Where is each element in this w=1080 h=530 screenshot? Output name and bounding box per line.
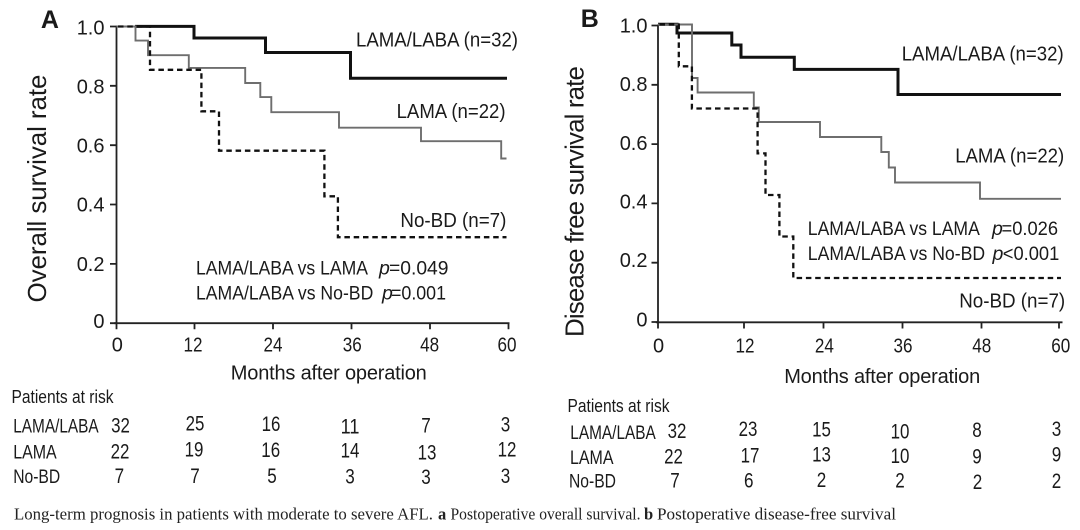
svg-text:LAMA/LABA vs No-BD: LAMA/LABA vs No-BD: [196, 283, 373, 305]
svg-text:0: 0: [112, 335, 123, 357]
svg-text:22: 22: [664, 446, 683, 469]
svg-text:LAMA/LABA vs LAMA: LAMA/LABA vs LAMA: [808, 218, 980, 240]
svg-text:60: 60: [1051, 336, 1070, 358]
svg-text:A: A: [41, 6, 59, 34]
svg-text:36: 36: [894, 336, 913, 358]
svg-text:32: 32: [111, 415, 130, 438]
svg-text:=0.049: =0.049: [389, 258, 449, 280]
svg-text:Overall survival rate: Overall survival rate: [22, 75, 52, 303]
svg-text:36: 36: [343, 335, 362, 357]
svg-text:0.4: 0.4: [620, 192, 648, 214]
svg-text:60: 60: [498, 335, 517, 357]
svg-text:LAMA (n=22): LAMA (n=22): [397, 101, 506, 123]
svg-text:23: 23: [739, 418, 758, 441]
svg-text:LAMA: LAMA: [570, 448, 614, 469]
svg-text:9: 9: [972, 446, 982, 469]
svg-text:8: 8: [972, 419, 982, 442]
svg-text:0.2: 0.2: [77, 254, 105, 276]
svg-text:3: 3: [501, 414, 511, 437]
svg-text:1.0: 1.0: [77, 17, 105, 39]
svg-text:3: 3: [501, 465, 511, 488]
svg-text:2: 2: [1052, 470, 1062, 493]
svg-text:0.4: 0.4: [77, 195, 105, 217]
svg-text:22: 22: [111, 441, 130, 464]
svg-text:17: 17: [741, 445, 760, 468]
svg-text:No-BD: No-BD: [569, 472, 616, 493]
svg-text:LAMA/LABA (n=32): LAMA/LABA (n=32): [902, 44, 1064, 66]
svg-text:No-BD (n=7): No-BD (n=7): [400, 210, 506, 232]
svg-text:2: 2: [973, 471, 983, 494]
svg-text:p: p: [378, 258, 390, 280]
svg-text:No-BD (n=7): No-BD (n=7): [959, 291, 1065, 313]
svg-text:24: 24: [264, 335, 283, 357]
svg-text:0.8: 0.8: [77, 76, 105, 98]
svg-text:16: 16: [261, 439, 280, 462]
svg-text:19: 19: [185, 439, 204, 462]
svg-text:LAMA/LABA: LAMA/LABA: [570, 423, 656, 444]
svg-text:5: 5: [267, 465, 277, 488]
svg-text:Months after operation: Months after operation: [784, 366, 980, 388]
svg-text:=0.026: =0.026: [1002, 218, 1059, 240]
svg-text:10: 10: [891, 421, 910, 444]
svg-text:48: 48: [972, 336, 991, 358]
svg-text:7: 7: [115, 465, 125, 488]
svg-text:7: 7: [190, 465, 200, 488]
svg-text:2: 2: [817, 469, 827, 492]
svg-text:25: 25: [186, 413, 205, 436]
svg-text:14: 14: [341, 440, 360, 463]
svg-text:3: 3: [345, 466, 355, 489]
svg-text:0.2: 0.2: [620, 250, 648, 272]
svg-text:Postoperative overall survival: Postoperative overall survival.: [451, 505, 641, 524]
svg-text:12: 12: [498, 439, 517, 462]
svg-text:7: 7: [421, 415, 431, 438]
svg-text:0: 0: [93, 311, 104, 333]
svg-text:0.8: 0.8: [620, 74, 648, 96]
svg-text:0: 0: [653, 336, 664, 358]
svg-text:12: 12: [736, 336, 755, 358]
svg-text:0: 0: [636, 310, 647, 332]
svg-text:LAMA (n=22): LAMA (n=22): [955, 145, 1064, 167]
svg-text:1.0: 1.0: [620, 16, 648, 38]
svg-text:No-BD: No-BD: [13, 467, 60, 488]
svg-text:0.6: 0.6: [620, 133, 648, 155]
svg-text:10: 10: [891, 445, 910, 468]
svg-text:13: 13: [418, 442, 437, 465]
svg-text:Postoperative disease-free sur: Postoperative disease-free survival: [657, 505, 896, 524]
svg-text:2: 2: [895, 470, 905, 493]
svg-text:b: b: [644, 505, 653, 524]
svg-text:0.6: 0.6: [77, 136, 105, 158]
svg-text:a: a: [438, 505, 446, 524]
svg-text:24: 24: [815, 336, 834, 358]
svg-text:7: 7: [670, 470, 680, 493]
svg-text:12: 12: [184, 335, 203, 357]
svg-text:p: p: [381, 283, 393, 305]
svg-text:9: 9: [1052, 444, 1062, 467]
svg-text:Months after operation: Months after operation: [231, 363, 427, 385]
svg-text:=0.001: =0.001: [391, 283, 446, 305]
svg-text:Disease free survival rate: Disease free survival rate: [559, 66, 589, 337]
svg-text:48: 48: [420, 335, 439, 357]
svg-text:3: 3: [1052, 418, 1062, 441]
svg-text:B: B: [581, 5, 599, 33]
svg-text:Long-term prognosis in patient: Long-term prognosis in patients with mod…: [14, 505, 433, 524]
svg-text:6: 6: [744, 470, 754, 493]
svg-text:13: 13: [812, 444, 831, 467]
svg-text:Patients at risk: Patients at risk: [568, 396, 671, 416]
svg-text:<0.001: <0.001: [1003, 243, 1060, 265]
svg-text:LAMA/LABA vs No-BD: LAMA/LABA vs No-BD: [808, 243, 985, 265]
svg-text:LAMA/LABA vs LAMA: LAMA/LABA vs LAMA: [196, 258, 368, 280]
svg-text:15: 15: [812, 419, 831, 442]
svg-text:p: p: [991, 218, 1003, 240]
svg-text:11: 11: [341, 416, 360, 439]
svg-text:LAMA: LAMA: [13, 443, 57, 464]
svg-text:LAMA/LABA: LAMA/LABA: [13, 417, 99, 438]
svg-text:16: 16: [262, 413, 281, 436]
svg-text:3: 3: [421, 466, 431, 489]
svg-text:32: 32: [668, 420, 687, 443]
svg-text:Patients at risk: Patients at risk: [12, 387, 115, 407]
svg-text:LAMA/LABA (n=32): LAMA/LABA (n=32): [356, 30, 518, 52]
svg-text:p: p: [992, 243, 1004, 265]
